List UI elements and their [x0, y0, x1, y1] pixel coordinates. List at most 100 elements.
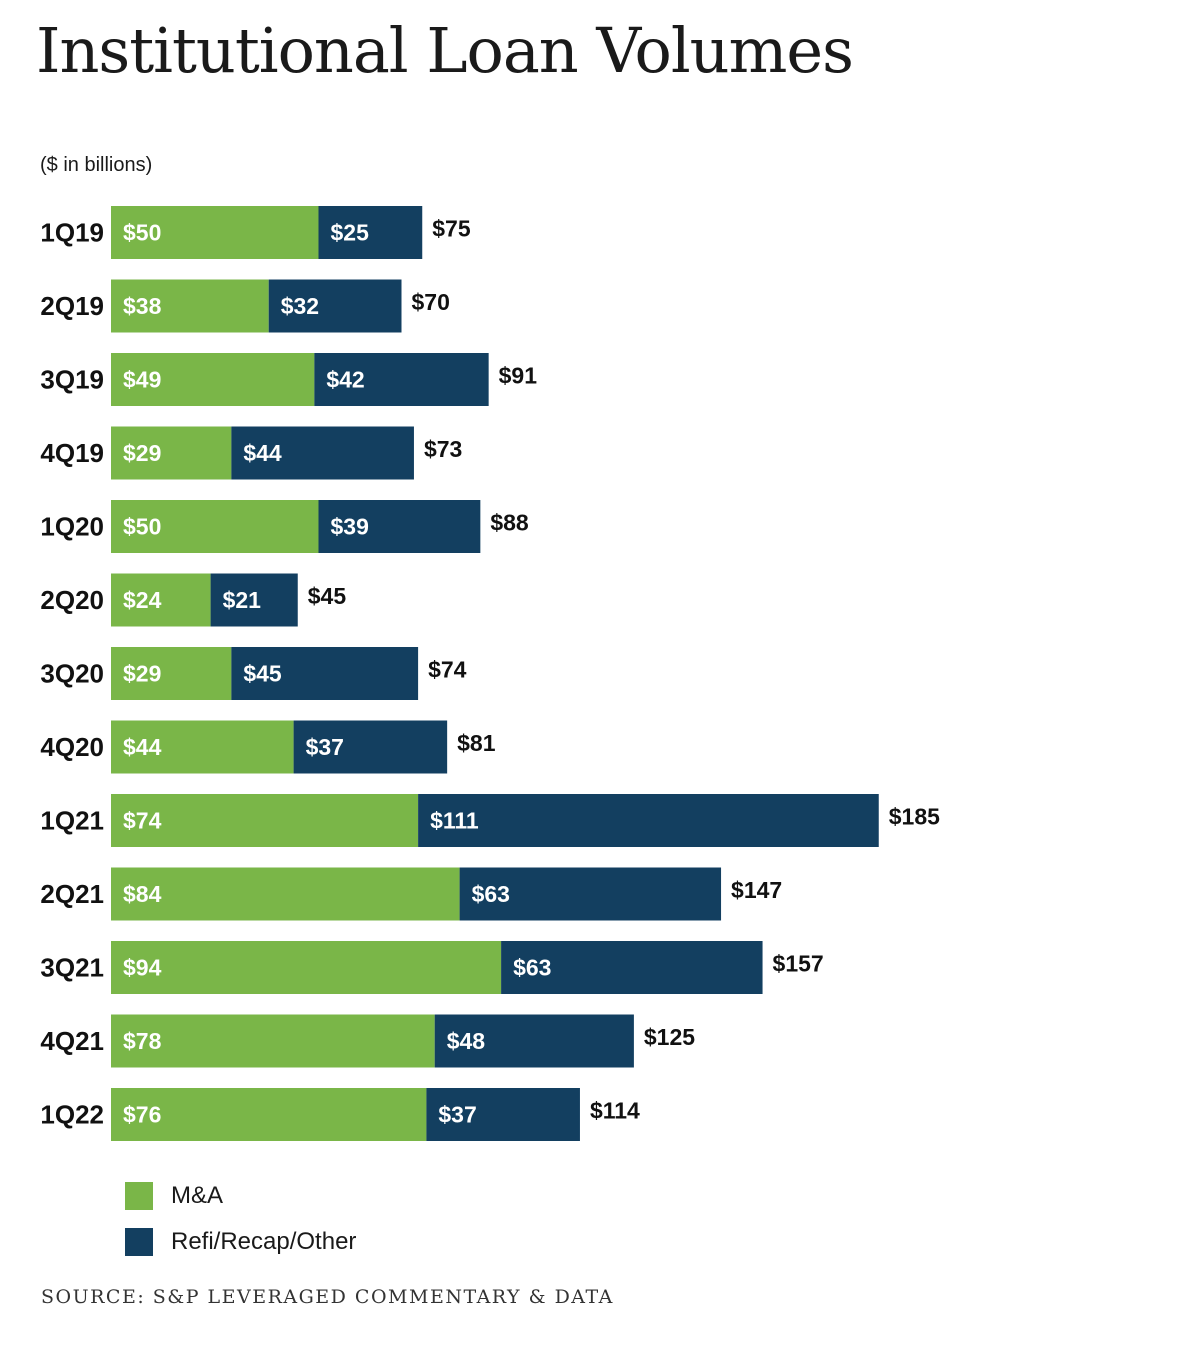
segment-label-refi: $32 — [281, 293, 319, 319]
category-label: 2Q19 — [40, 291, 104, 321]
source-note: SOURCE: S&P LEVERAGED COMMENTARY & DATA — [41, 1286, 614, 1308]
segment-label-ma: $29 — [123, 440, 161, 466]
bar-segment-ma — [111, 353, 315, 406]
bar-segment-refi — [434, 1014, 634, 1068]
category-label: 4Q19 — [40, 438, 104, 468]
segment-label-ma: $38 — [123, 293, 162, 319]
segment-label-refi: $63 — [472, 881, 510, 907]
bar-segment-ma — [111, 279, 269, 333]
segment-label-refi: $37 — [438, 1102, 476, 1128]
legend-item-ma: M&A — [125, 1173, 356, 1219]
total-label: $75 — [432, 216, 471, 242]
total-label: $81 — [457, 730, 496, 756]
category-label: 2Q21 — [40, 879, 104, 909]
total-label: $70 — [412, 289, 450, 315]
total-label: $125 — [644, 1024, 695, 1050]
segment-label-refi: $48 — [447, 1028, 486, 1054]
legend-label-ma: M&A — [171, 1182, 224, 1209]
bar-group-1q20: 1Q20 $50 $39 $88 — [40, 500, 529, 553]
total-label: $114 — [590, 1098, 640, 1124]
segment-label-refi: $44 — [243, 440, 282, 466]
unit-note: ($ in billions) — [40, 154, 153, 176]
bar-group-1q19: 1Q19 $50 $25 $75 — [40, 206, 471, 259]
bar-group-3q21: 3Q21 $94 $63 $157 — [40, 941, 824, 994]
segment-label-refi: $25 — [331, 220, 370, 246]
bar-segment-refi — [293, 720, 448, 774]
bar-group-4q20: 4Q20 $44 $37 $81 — [40, 720, 496, 774]
segment-label-ma: $44 — [123, 734, 162, 760]
segment-label-ma: $76 — [123, 1102, 161, 1128]
segment-label-ma: $24 — [123, 587, 162, 613]
segment-label-refi: $21 — [223, 587, 262, 613]
bar-group-3q20: 3Q20 $29 $45 $74 — [40, 647, 467, 700]
bar-segment-refi — [318, 206, 423, 259]
segment-label-refi: $111 — [430, 808, 479, 834]
bar-segment-refi — [318, 500, 481, 553]
legend-label-refi: Refi/Recap/Other — [171, 1228, 357, 1255]
stacked-bar-chart: 1Q19 $50 $25 $75 2Q19 $38 $32 $70 3Q19 $49 $42 $91 4… — [40, 206, 940, 1141]
bar-segment-ma — [111, 426, 232, 480]
segment-label-ma: $49 — [123, 367, 161, 393]
segment-label-ma: $74 — [123, 808, 162, 834]
category-label: 3Q20 — [40, 659, 104, 689]
total-label: $73 — [424, 436, 462, 462]
category-label: 4Q21 — [40, 1026, 104, 1056]
total-label: $74 — [428, 657, 467, 683]
total-label: $147 — [731, 877, 782, 903]
bar-group-2q20: 2Q20 $24 $21 $45 — [40, 573, 347, 627]
bar-segment-ma — [111, 206, 319, 259]
bar-segment-ma — [111, 573, 211, 627]
segment-label-ma: $78 — [123, 1028, 162, 1054]
segment-label-refi: $37 — [306, 734, 344, 760]
segment-label-refi: $45 — [243, 661, 282, 687]
bar-segment-refi — [418, 794, 879, 847]
bar-segment-ma — [111, 720, 294, 774]
segment-label-ma: $50 — [123, 220, 161, 246]
bar-segment-ma — [111, 1014, 435, 1068]
bar-segment-refi — [501, 941, 763, 994]
segment-label-ma: $50 — [123, 514, 161, 540]
bar-group-3q19: 3Q19 $49 $42 $91 — [40, 353, 537, 406]
bar-group-4q21: 4Q21 $78 $48 $125 — [40, 1014, 695, 1068]
bar-segment-refi — [231, 426, 414, 480]
segment-label-refi: $63 — [513, 955, 551, 981]
total-label: $88 — [490, 510, 529, 536]
category-label: 1Q19 — [40, 218, 104, 248]
bar-segment-refi — [426, 1088, 580, 1141]
bar-segment-refi — [210, 573, 298, 627]
bar-group-2q21: 2Q21 $84 $63 $147 — [40, 867, 782, 921]
segment-label-refi: $39 — [331, 514, 369, 540]
legend: M&A Refi/Recap/Other — [125, 1173, 356, 1265]
category-label: 1Q22 — [40, 1100, 104, 1130]
legend-item-refi: Refi/Recap/Other — [125, 1219, 356, 1265]
bar-segment-ma — [111, 647, 232, 700]
total-label: $91 — [499, 363, 538, 389]
bar-segment-ma — [111, 1088, 427, 1141]
bar-segment-ma — [111, 941, 502, 994]
bar-group-1q22: 1Q22 $76 $37 $114 — [40, 1088, 640, 1141]
legend-swatch-ma — [125, 1182, 153, 1210]
total-label: $185 — [889, 804, 940, 830]
category-label: 3Q19 — [40, 365, 104, 395]
category-label: 1Q20 — [40, 512, 104, 542]
category-label: 3Q21 — [40, 953, 104, 983]
bar-group-4q19: 4Q19 $29 $44 $73 — [40, 426, 462, 480]
bar-group-1q21: 1Q21 $74 $111 $185 — [40, 794, 940, 847]
bar-segment-ma — [111, 794, 419, 847]
bar-segment-ma — [111, 500, 319, 553]
bar-segment-refi — [268, 279, 402, 333]
bar-segment-ma — [111, 867, 460, 921]
segment-label-ma: $84 — [123, 881, 162, 907]
legend-swatch-refi — [125, 1228, 153, 1256]
chart-title: Institutional Loan Volumes — [36, 14, 854, 87]
segment-label-ma: $29 — [123, 661, 161, 687]
segment-label-ma: $94 — [123, 955, 162, 981]
total-label: $157 — [773, 951, 824, 977]
category-label: 4Q20 — [40, 732, 104, 762]
bar-segment-refi — [314, 353, 489, 406]
category-label: 1Q21 — [40, 806, 104, 836]
category-label: 2Q20 — [40, 585, 104, 615]
segment-label-refi: $42 — [326, 367, 364, 393]
bar-segment-refi — [231, 647, 419, 700]
total-label: $45 — [308, 583, 347, 609]
